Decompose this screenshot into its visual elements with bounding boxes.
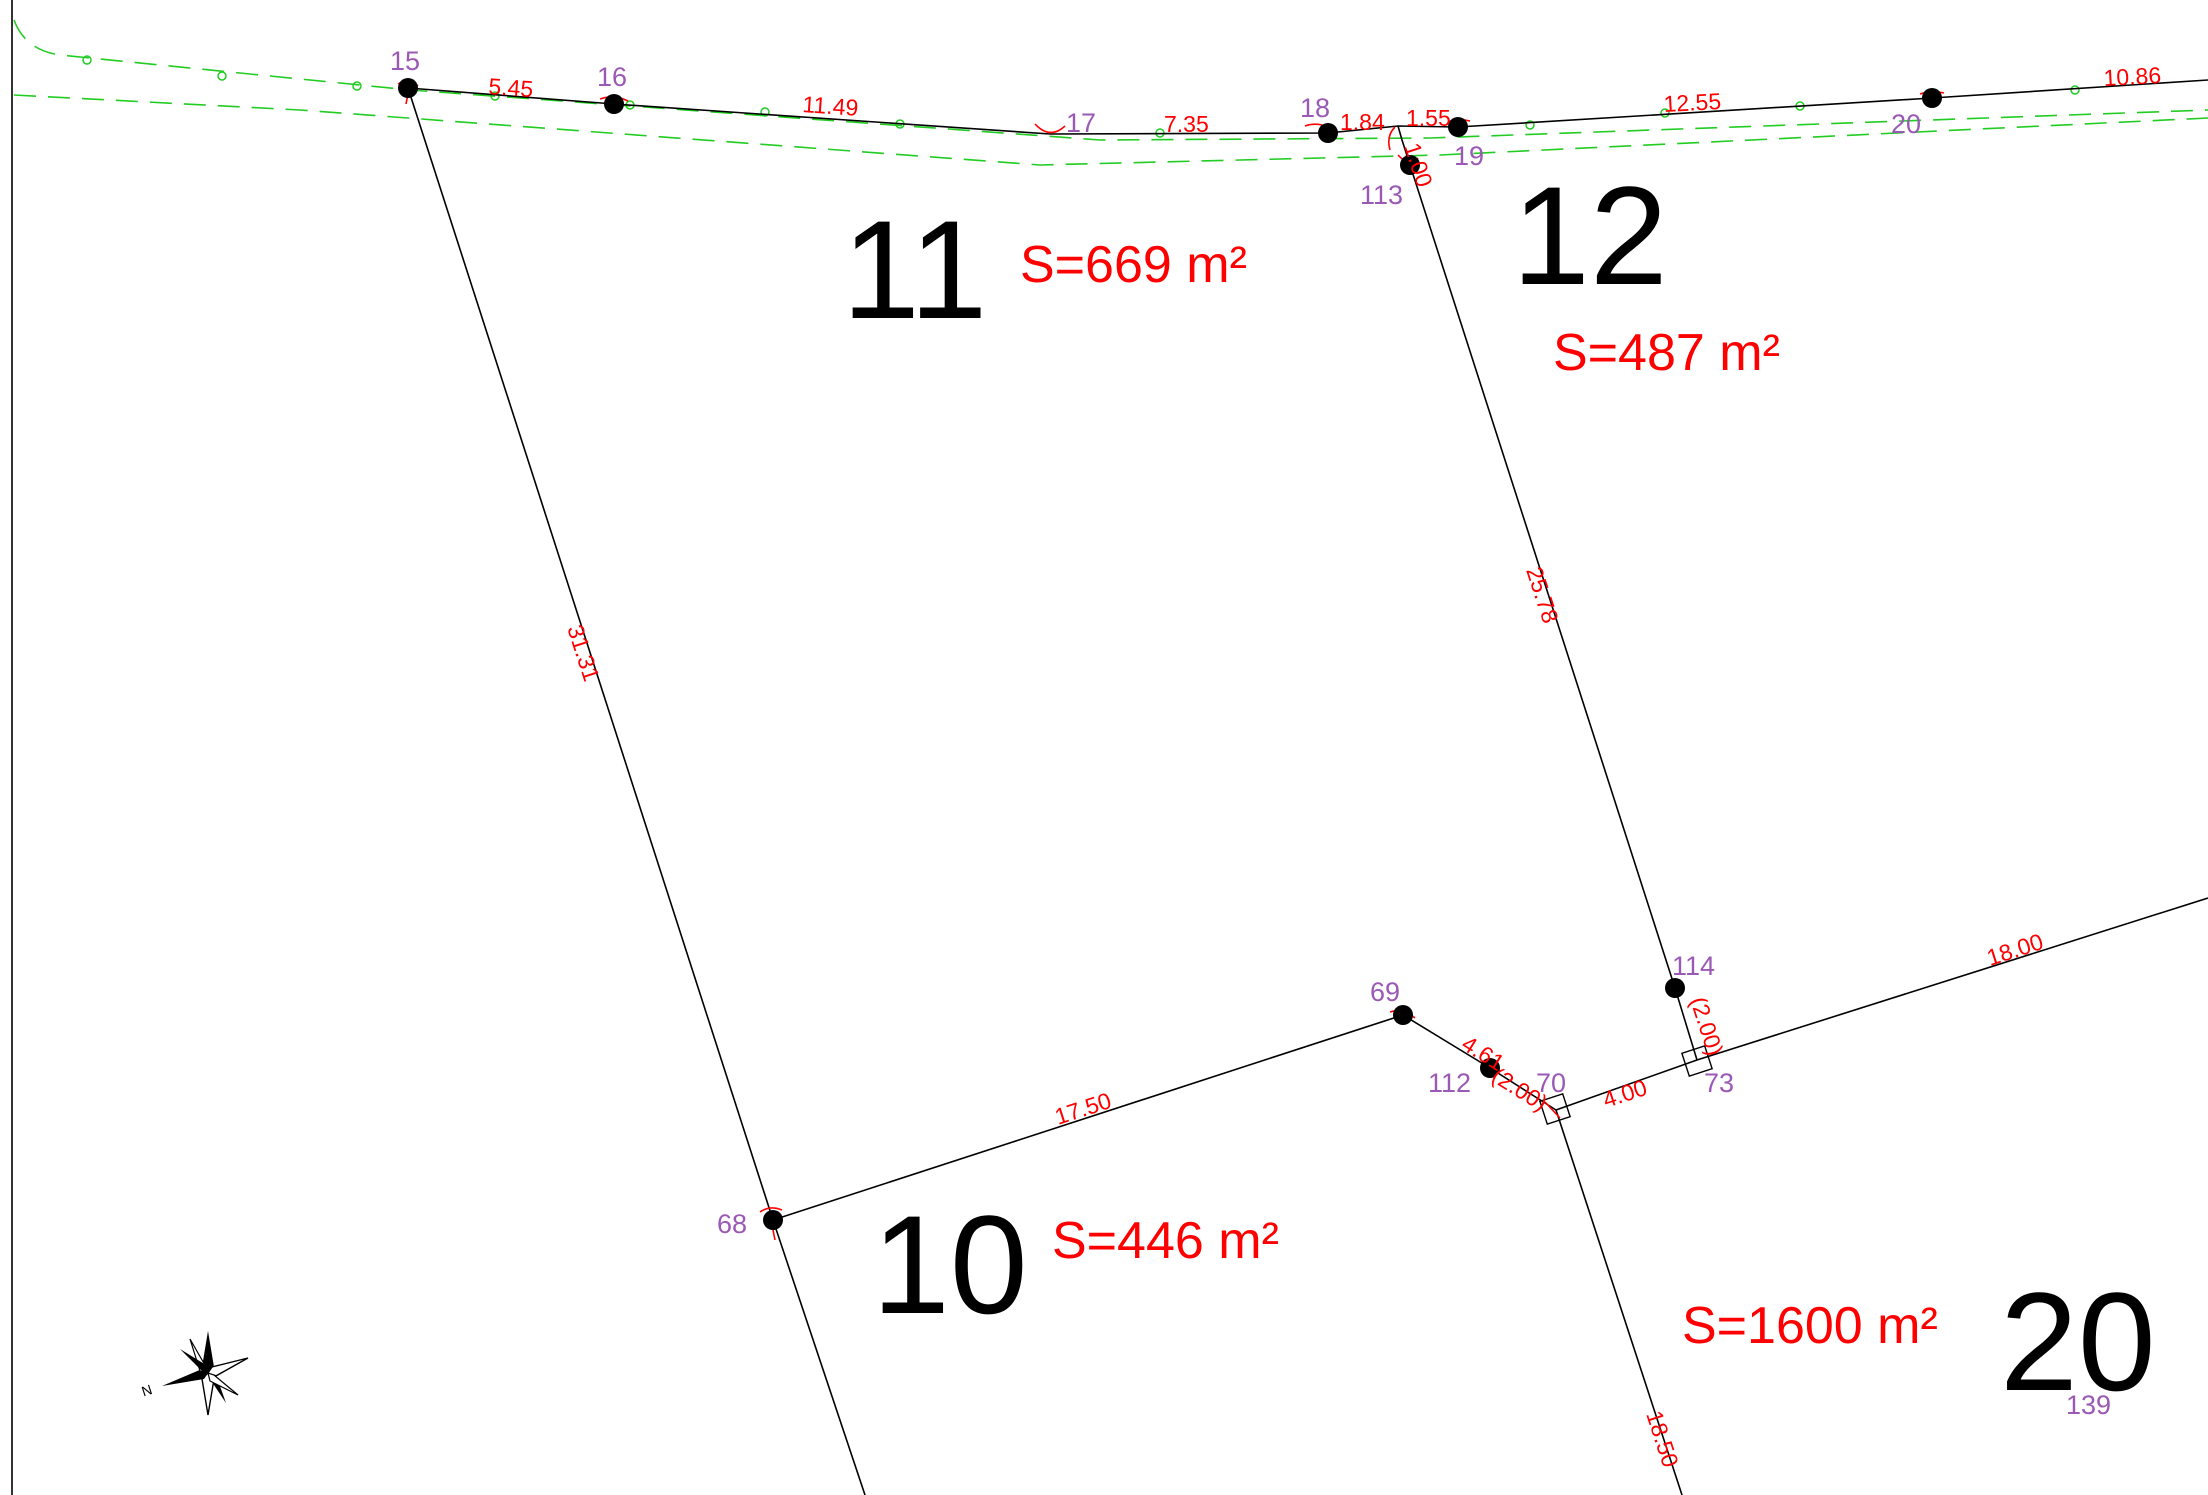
lot-number: 20 (2000, 1263, 2156, 1420)
survey-points (398, 78, 1942, 1230)
front-boundary-line (407, 79, 2208, 135)
point-label: 15 (390, 46, 420, 76)
point-marker-113 (1400, 155, 1420, 175)
point-label: 70 (1536, 1068, 1566, 1098)
boundary-70-south (1555, 1109, 1683, 1495)
dimension-label: 1.55 (1406, 105, 1451, 131)
point-marker-18 (1318, 123, 1338, 143)
point-marker-112 (1480, 1058, 1500, 1078)
point-label: 19 (1454, 141, 1484, 171)
point-label: 112 (1428, 1068, 1471, 1098)
boundary-113-114 (1409, 164, 1676, 989)
point-marker-20 (1922, 88, 1942, 108)
point-label: 139 (2066, 1390, 2111, 1420)
north-arrow-compass-icon: N (140, 1331, 249, 1416)
dimension-label: 31.31 (562, 622, 605, 685)
point-label: 17 (1066, 108, 1096, 138)
dimension-label: 10.86 (2103, 62, 2162, 91)
point-marker-15 (398, 78, 418, 98)
dimension-label: 4.00 (1600, 1074, 1651, 1113)
boundary-69-112 (1402, 1014, 1491, 1069)
point-label: 16 (597, 62, 627, 92)
road-edges (13, 19, 2208, 166)
point-marker-19 (1448, 117, 1468, 137)
lot-area: S=669 m² (1020, 236, 1247, 294)
dimension-label: 7.35 (1164, 111, 1209, 137)
lot-area: S=487 m² (1553, 324, 1780, 382)
lot-area: S=1600 m² (1682, 1297, 1938, 1355)
boundary-73-east (1696, 897, 2208, 1061)
boundary-70-73 (1555, 1059, 1698, 1111)
lot-number: 11 (842, 191, 987, 348)
point-label: 69 (1370, 977, 1400, 1007)
road-edge-outer (13, 19, 2208, 141)
point-label: 113 (1360, 180, 1403, 210)
point-marker-16 (604, 94, 624, 114)
point-marker-68 (763, 1210, 783, 1230)
boundary-68-south (772, 1219, 866, 1495)
dimension-label: 5.45 (488, 73, 534, 102)
compass-letter: N (140, 1381, 155, 1399)
lot-number: 10 (872, 1186, 1028, 1343)
lot-number: 12 (1512, 157, 1668, 314)
point-label: 68 (717, 1209, 747, 1239)
parcel-boundaries (407, 79, 2208, 1495)
dimension-label: 1.00 (1399, 140, 1438, 191)
point-label: 73 (1704, 1068, 1734, 1098)
point-label: 114 (1672, 951, 1715, 981)
dimension-label: 18.50 (1641, 1408, 1684, 1471)
dimension-label: 18.00 (1984, 928, 2047, 971)
boundary-68-69 (772, 1014, 1404, 1221)
marker-square-73 (1680, 1044, 1714, 1078)
road-edge-inner (13, 94, 2208, 166)
point-marker-69 (1393, 1005, 1413, 1025)
point-marker-114 (1665, 978, 1685, 998)
marker-square-70 (1538, 1092, 1572, 1126)
point-label: 18 (1300, 93, 1330, 123)
dimension-label: 12.55 (1663, 88, 1722, 117)
dimension-label: 17.50 (1052, 1087, 1115, 1130)
dimension-label: 1.84 (1340, 109, 1385, 135)
dimension-label: 25.78 (1521, 564, 1564, 627)
point-label: 20 (1891, 109, 1921, 139)
boundary-114-73 (1674, 987, 1698, 1061)
lot-area: S=446 m² (1052, 1212, 1279, 1270)
boundary-15-68 (407, 87, 774, 1221)
dimension-label: (2.00) (1685, 994, 1728, 1059)
dimension-label: 11.49 (802, 91, 860, 121)
